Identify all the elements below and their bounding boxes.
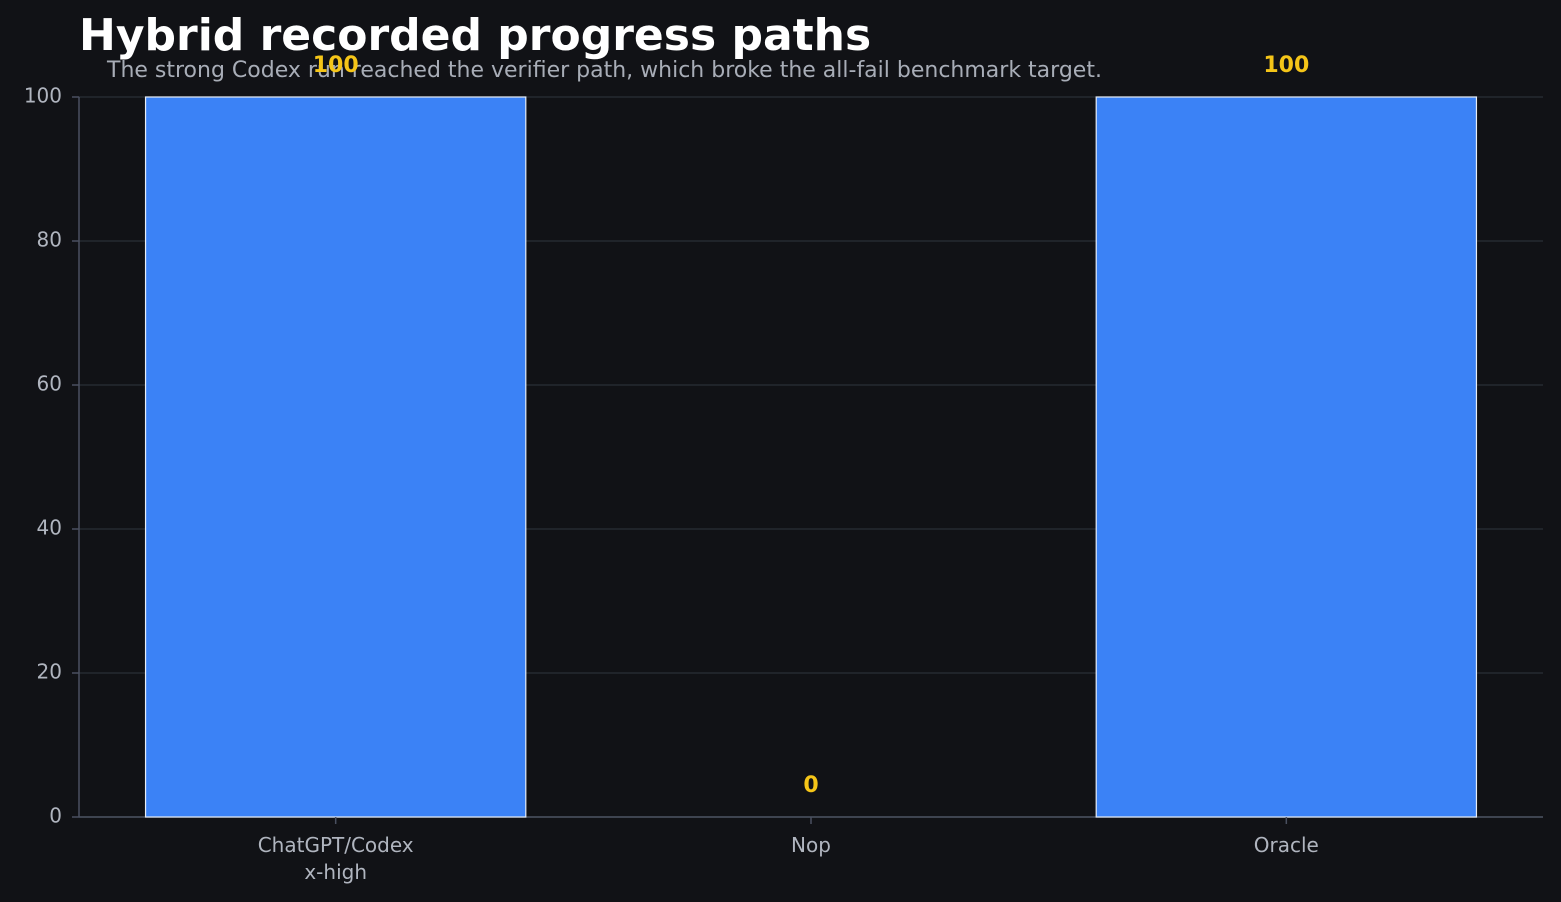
y-tick-label: 100 — [24, 84, 62, 108]
value-label: 100 — [313, 53, 359, 78]
x-tick-label: Oracle — [1253, 833, 1319, 857]
value-label: 0 — [803, 773, 818, 798]
y-tick-label: 40 — [37, 516, 62, 540]
chart-title: Hybrid recorded progress paths — [79, 10, 871, 61]
y-tick-label: 0 — [49, 804, 62, 828]
bar — [1095, 96, 1478, 818]
value-label: 100 — [1263, 53, 1309, 78]
x-tick-label: Nop — [791, 833, 831, 857]
x-tick-label: ChatGPT/Codex x-high — [257, 833, 414, 884]
chart-subtitle: The strong Codex run reached the verifie… — [106, 58, 1102, 83]
y-tick-label: 20 — [37, 660, 62, 684]
y-tick-label: 60 — [37, 372, 62, 396]
y-tick-label: 80 — [37, 228, 62, 252]
bar — [144, 96, 527, 818]
